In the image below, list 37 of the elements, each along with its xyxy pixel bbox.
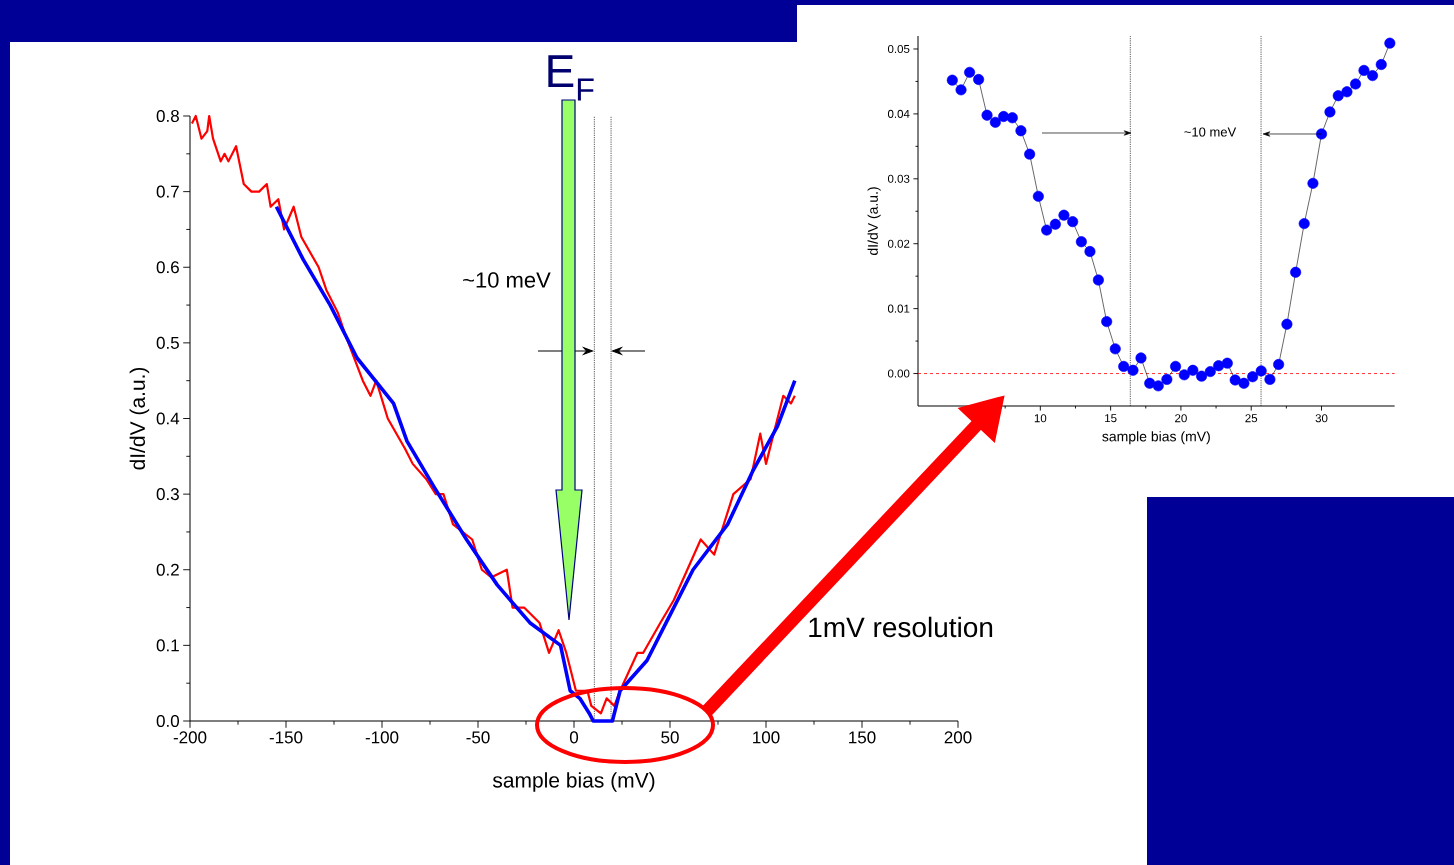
x-tick-label: 150 — [849, 731, 876, 744]
y-tick-label: 0.05 — [887, 44, 910, 54]
y-tick-label: 0.6 — [156, 261, 179, 274]
x-tick-label: 30 — [1315, 414, 1328, 423]
x-tick-label: 20 — [1175, 414, 1187, 423]
x-tick-label: 0 — [569, 731, 579, 744]
y-tick-label: 0.1 — [156, 639, 179, 652]
x-axis-title: sample bias (mV) — [492, 772, 655, 792]
y-tick-label: 0.8 — [156, 109, 179, 123]
x-tick-label: 15 — [1105, 414, 1117, 423]
x-tick-label: -50 — [466, 731, 490, 744]
annotation: 1mV resolution — [809, 616, 993, 638]
y-tick-label: 0.01 — [887, 304, 910, 313]
x-tick-label: 200 — [944, 731, 972, 744]
x-axis-title: sample bias (mV) — [1102, 431, 1210, 445]
x-tick-label: -150 — [269, 731, 303, 744]
y-tick-label: 0.0 — [156, 714, 180, 728]
x-tick-label: 50 — [661, 731, 679, 744]
x-tick-label: 25 — [1245, 414, 1258, 423]
y-axis-title: dI/dV (a.u.) — [867, 187, 881, 256]
y-tick-label: 0.00 — [887, 369, 910, 378]
y-tick-label: 0.02 — [887, 239, 910, 248]
x-tick-label: 100 — [753, 731, 780, 744]
y-tick-label: 0.4 — [156, 412, 180, 425]
annotation: ~10 meV — [463, 272, 551, 288]
x-tick-label: 10 — [1034, 414, 1047, 423]
y-tick-label: 0.3 — [156, 488, 179, 501]
annotation: ~10 meV — [1184, 127, 1237, 137]
x-tick-label: -100 — [365, 731, 399, 744]
x-tick-label: -200 — [173, 731, 207, 744]
text: E$_{F}$ — [548, 55, 594, 101]
y-tick-label: 0.03 — [887, 174, 910, 183]
y-tick-label: 0.5 — [156, 336, 179, 349]
y-tick-label: 0.04 — [887, 109, 910, 118]
y-axis-title: dI/dV (a.u.) — [129, 367, 150, 470]
y-tick-label: 0.7 — [156, 185, 179, 198]
y-tick-label: 0.2 — [156, 563, 179, 576]
